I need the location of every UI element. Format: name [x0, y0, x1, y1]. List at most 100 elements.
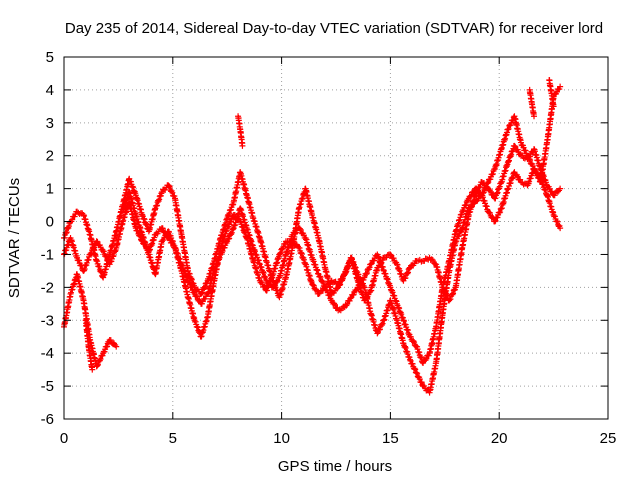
data-point: [412, 366, 419, 373]
data-point: [226, 235, 233, 242]
data-point: [331, 301, 338, 308]
series-spike-segments: [82, 77, 557, 373]
data-point: [94, 361, 101, 368]
data-point: [554, 188, 561, 195]
data-point: [350, 291, 357, 298]
data-point: [336, 279, 343, 286]
data-point: [411, 339, 418, 346]
data-point: [166, 183, 173, 190]
data-point: [404, 270, 411, 277]
data-point: [531, 166, 538, 173]
grid-lines: [64, 57, 608, 419]
data-point: [355, 271, 362, 278]
y-tick-label: -1: [41, 246, 54, 263]
data-point: [412, 342, 419, 349]
data-point: [494, 214, 501, 221]
data-point: [315, 290, 322, 297]
data-point: [514, 146, 521, 153]
data-point: [402, 274, 409, 281]
data-point: [379, 320, 386, 327]
data-point: [186, 281, 193, 288]
data-point: [91, 244, 98, 251]
y-tick-label: 2: [46, 148, 54, 165]
data-point: [557, 83, 564, 90]
data-point: [90, 245, 97, 252]
data-point: [411, 365, 418, 372]
data-point: [103, 253, 110, 260]
data-point: [531, 165, 538, 172]
data-point: [104, 343, 111, 350]
data-point: [484, 180, 491, 187]
data-point: [371, 257, 378, 264]
data-point: [76, 257, 83, 264]
data-point: [344, 301, 351, 308]
series-trace-c: [61, 83, 564, 396]
data-point: [320, 279, 327, 286]
data-point: [228, 218, 235, 225]
data-point: [336, 306, 343, 313]
data-point: [376, 326, 383, 333]
data-point: [496, 209, 503, 216]
data-point: [529, 162, 536, 169]
data-point: [188, 284, 195, 291]
data-point: [230, 226, 237, 233]
data-point: [316, 273, 323, 280]
data-point: [347, 295, 354, 302]
data-point: [202, 295, 209, 302]
data-point: [88, 250, 95, 257]
data-point: [467, 193, 474, 200]
data-point: [296, 225, 303, 232]
x-tick-label: 15: [382, 430, 399, 447]
data-point: [487, 188, 494, 195]
data-point: [277, 249, 284, 256]
data-point: [193, 292, 200, 299]
data-point: [551, 213, 558, 220]
data-point: [492, 217, 499, 224]
data-point: [416, 376, 423, 383]
data-point: [511, 142, 518, 149]
data-point: [326, 292, 333, 299]
data-point: [407, 333, 414, 340]
data-point: [428, 256, 435, 263]
data-point: [514, 173, 521, 180]
data-point: [169, 189, 176, 196]
x-tick-labels: 0 5 10 15 20 25: [60, 430, 617, 447]
data-point: [331, 300, 338, 307]
data-point: [273, 279, 280, 286]
data-points: [61, 77, 564, 396]
data-point: [107, 337, 114, 344]
data-point: [113, 343, 120, 350]
data-point: [455, 232, 462, 239]
data-point: [505, 125, 512, 132]
data-point: [447, 296, 454, 303]
data-point: [102, 252, 109, 259]
data-point: [366, 264, 373, 271]
data-point: [194, 293, 201, 300]
plot-frame: [63, 56, 609, 420]
data-point: [317, 274, 324, 281]
data-point: [491, 218, 498, 225]
data-point: [228, 229, 235, 236]
data-point: [483, 183, 490, 190]
data-point: [309, 281, 316, 288]
x-tick-label: 25: [600, 430, 617, 447]
data-point: [89, 366, 96, 373]
data-point: [429, 257, 436, 264]
data-point: [457, 228, 464, 235]
data-point: [160, 237, 167, 244]
data-point: [450, 287, 457, 294]
data-point: [76, 211, 83, 218]
data-point: [407, 357, 414, 364]
data-point: [390, 255, 397, 262]
data-point: [520, 181, 527, 188]
y-axis-label: SDTVAR / TECUs: [6, 178, 23, 298]
axis-ticks: [63, 56, 609, 420]
y-tick-label: -6: [41, 411, 54, 428]
data-point: [489, 170, 496, 177]
data-point: [271, 283, 278, 290]
data-point: [277, 250, 284, 257]
data-point: [480, 190, 487, 197]
data-point: [378, 322, 385, 329]
data-point: [239, 142, 246, 149]
